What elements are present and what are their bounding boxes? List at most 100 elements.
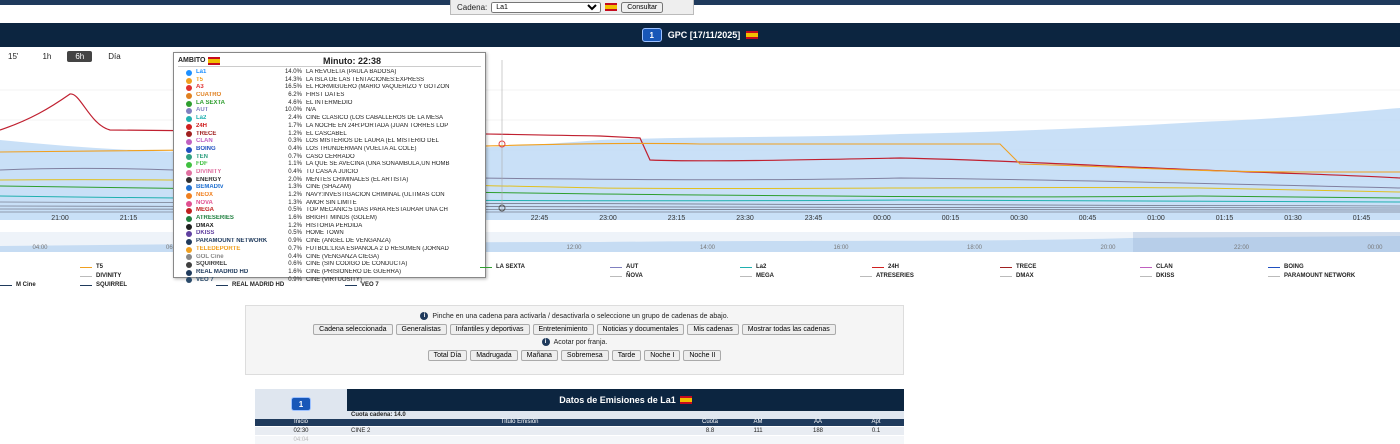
la1-logo-icon: 1 [641, 28, 662, 42]
legend-item[interactable]: VEO 7 [345, 282, 379, 288]
nav-tick-label: 00:00 [1367, 245, 1383, 251]
legend-item[interactable]: AUT [610, 264, 638, 270]
channel-name: MEGA [196, 207, 214, 214]
tooltip-row: BEMADtv 1.3% CINE (SHAZAM) [178, 184, 481, 192]
range-2[interactable]: 6h [67, 51, 93, 62]
group-button[interactable]: Entretenimiento [532, 324, 594, 335]
channel-name: VEO 7 [196, 276, 214, 283]
legend-item[interactable]: M Cine [0, 282, 36, 288]
legend-item[interactable]: DIVINITY [80, 273, 121, 279]
channel-name: NEOX [196, 192, 214, 198]
chart-title: GPC [17/11/2025] [667, 30, 741, 40]
legend-item[interactable]: MEGA [740, 273, 774, 279]
info-icon: i [541, 338, 550, 346]
tooltip-row: SQUIRREL 0.6% CINE (SIN CODIGO DE CONDUCTA… [178, 261, 481, 269]
franja-button[interactable]: Noche I [644, 350, 681, 361]
channel-name: 24H [196, 122, 208, 129]
program-title: CINE (PRISIONERO DE GUERRA) [305, 268, 401, 275]
table-row[interactable]: 04:04 [255, 436, 904, 444]
legend-item[interactable]: ÑOVA [610, 273, 643, 279]
channel-name: DIVINITY [196, 168, 222, 175]
tooltip-minute: Minuto: 22:38 [322, 55, 381, 66]
x-tick-label: 00:15 [942, 215, 960, 222]
legend-item[interactable]: La2 [740, 264, 766, 270]
range-3[interactable]: Día [108, 52, 121, 61]
table-row[interactable]: 02:30 CINE 2 8.8 111 188 0.1 [255, 427, 904, 435]
channel-name: A3 [196, 84, 204, 91]
channel-share: 4.6% [288, 99, 302, 106]
franja-button[interactable]: Sobremesa [560, 350, 609, 361]
group-button[interactable]: Mis cadenas [687, 324, 739, 335]
group-button[interactable]: Noticias y documentales [596, 324, 685, 335]
legend-item[interactable]: DKISS [1140, 273, 1174, 279]
legend-item[interactable]: ATRESERIES [860, 273, 914, 279]
channel-name: CLAN [196, 138, 213, 145]
column-header[interactable]: Inicio [293, 419, 308, 425]
program-title: CINE (SHAZAM) [305, 184, 351, 191]
legend-item[interactable]: 24H [872, 264, 899, 270]
program-title: MENTES CRIMINALES (EL ARTISTA) [305, 176, 409, 183]
consultar-button[interactable]: Consultar [621, 1, 664, 13]
legend-item[interactable]: SQUIRREL [80, 282, 127, 288]
tooltip-row: 24H 1.7% LA NOCHE EN 24H:PORTADA (JUAN TOR… [178, 123, 481, 131]
franja-button[interactable]: Mañana [520, 350, 558, 361]
tooltip-row: CUATRO 6.2% FIRST DATES [178, 92, 481, 100]
channel-share: 1.6% [288, 215, 302, 222]
channel-name: DMAX [196, 222, 214, 229]
program-title: EL HORMIGUERO (MARIO VAQUERIZO Y GOTZON [305, 84, 450, 91]
legend-item[interactable]: CLAN [1140, 264, 1173, 270]
legend-item[interactable]: LA SEXTA [480, 264, 525, 270]
column-header[interactable]: AM [753, 419, 763, 425]
x-tick-label: 23:00 [599, 215, 617, 222]
channel-selector: Cadena: La1 Consultar [450, 0, 694, 15]
channel-share: 2.0% [288, 176, 302, 183]
tooltip-row: DIVINITY 0.4% TU CASA A JUICIO [178, 169, 481, 177]
channel-share: 0.9% [288, 238, 302, 245]
cuota-cadena: Cuota cadena: 14.0 [347, 411, 904, 419]
legend-item[interactable]: BOING [1268, 264, 1304, 270]
nav-tick-label: 16:00 [833, 245, 849, 251]
navigator-window[interactable] [1133, 232, 1400, 252]
channel-select[interactable]: La1 [491, 1, 602, 13]
column-header[interactable]: Cuota [701, 419, 718, 425]
channel-share: 14.3% [284, 76, 302, 83]
channel-icon [186, 139, 192, 146]
legend-item[interactable]: T5 [80, 264, 103, 270]
group-button[interactable]: Mostrar todas las cadenas [741, 324, 836, 335]
channel-share: 1.2% [288, 192, 302, 198]
legend-item[interactable]: DMAX [1000, 273, 1034, 279]
franja-button[interactable]: Total Día [427, 350, 468, 361]
column-header[interactable]: Apt [871, 419, 881, 425]
group-button[interactable]: Generalistas [395, 324, 447, 335]
tooltip-row: BOING 0.4% LOS THUNDERMAN (VUELTA AL COLE) [178, 146, 481, 154]
x-tick-label: 00:45 [1079, 215, 1097, 222]
channel-name: NOVA [196, 199, 213, 206]
legend-item[interactable]: REAL MADRID HD [216, 282, 284, 288]
franja-button[interactable]: Madrugada [470, 350, 518, 361]
channel-name: FDF [196, 161, 208, 168]
tooltip-row: GOL Cine 0.4% CINE (VENGANZA CIEGA) [178, 254, 481, 262]
group-button[interactable]: Cadena seleccionada [313, 324, 393, 335]
channel-icon [186, 223, 192, 230]
franja-button[interactable]: Tarde [611, 350, 642, 361]
channel-share: 1.3% [288, 184, 302, 191]
range-1[interactable]: 1h [42, 52, 52, 61]
x-tick-label: 01:00 [1147, 215, 1165, 222]
cursor-point [498, 204, 506, 212]
chart-legend: T5 LA SEXTA AUT La2 24H TRECE CLAN BOING DIVINIT… [0, 262, 1400, 288]
channel-share: 0.4% [288, 253, 302, 260]
franja-button[interactable]: Noche II [683, 350, 722, 361]
column-header[interactable]: AA [813, 419, 822, 425]
program-title: LOS THUNDERMAN (VUELTA AL COLE) [305, 145, 417, 152]
channel-icon [186, 162, 192, 169]
channel-share: 1.3% [288, 199, 302, 206]
range-0[interactable]: 15' [8, 52, 19, 61]
x-tick-label: 23:15 [668, 215, 686, 222]
nav-tick-label: 12:00 [566, 245, 582, 251]
channel-share: 0.4% [288, 168, 302, 175]
column-header[interactable]: Título Emisión [500, 419, 539, 425]
legend-item[interactable]: PARAMOUNT NETWORK [1268, 273, 1355, 279]
group-button[interactable]: Infantiles y deportivas [449, 324, 530, 335]
channel-icon [186, 85, 192, 92]
legend-item[interactable]: TRECE [1000, 264, 1036, 270]
